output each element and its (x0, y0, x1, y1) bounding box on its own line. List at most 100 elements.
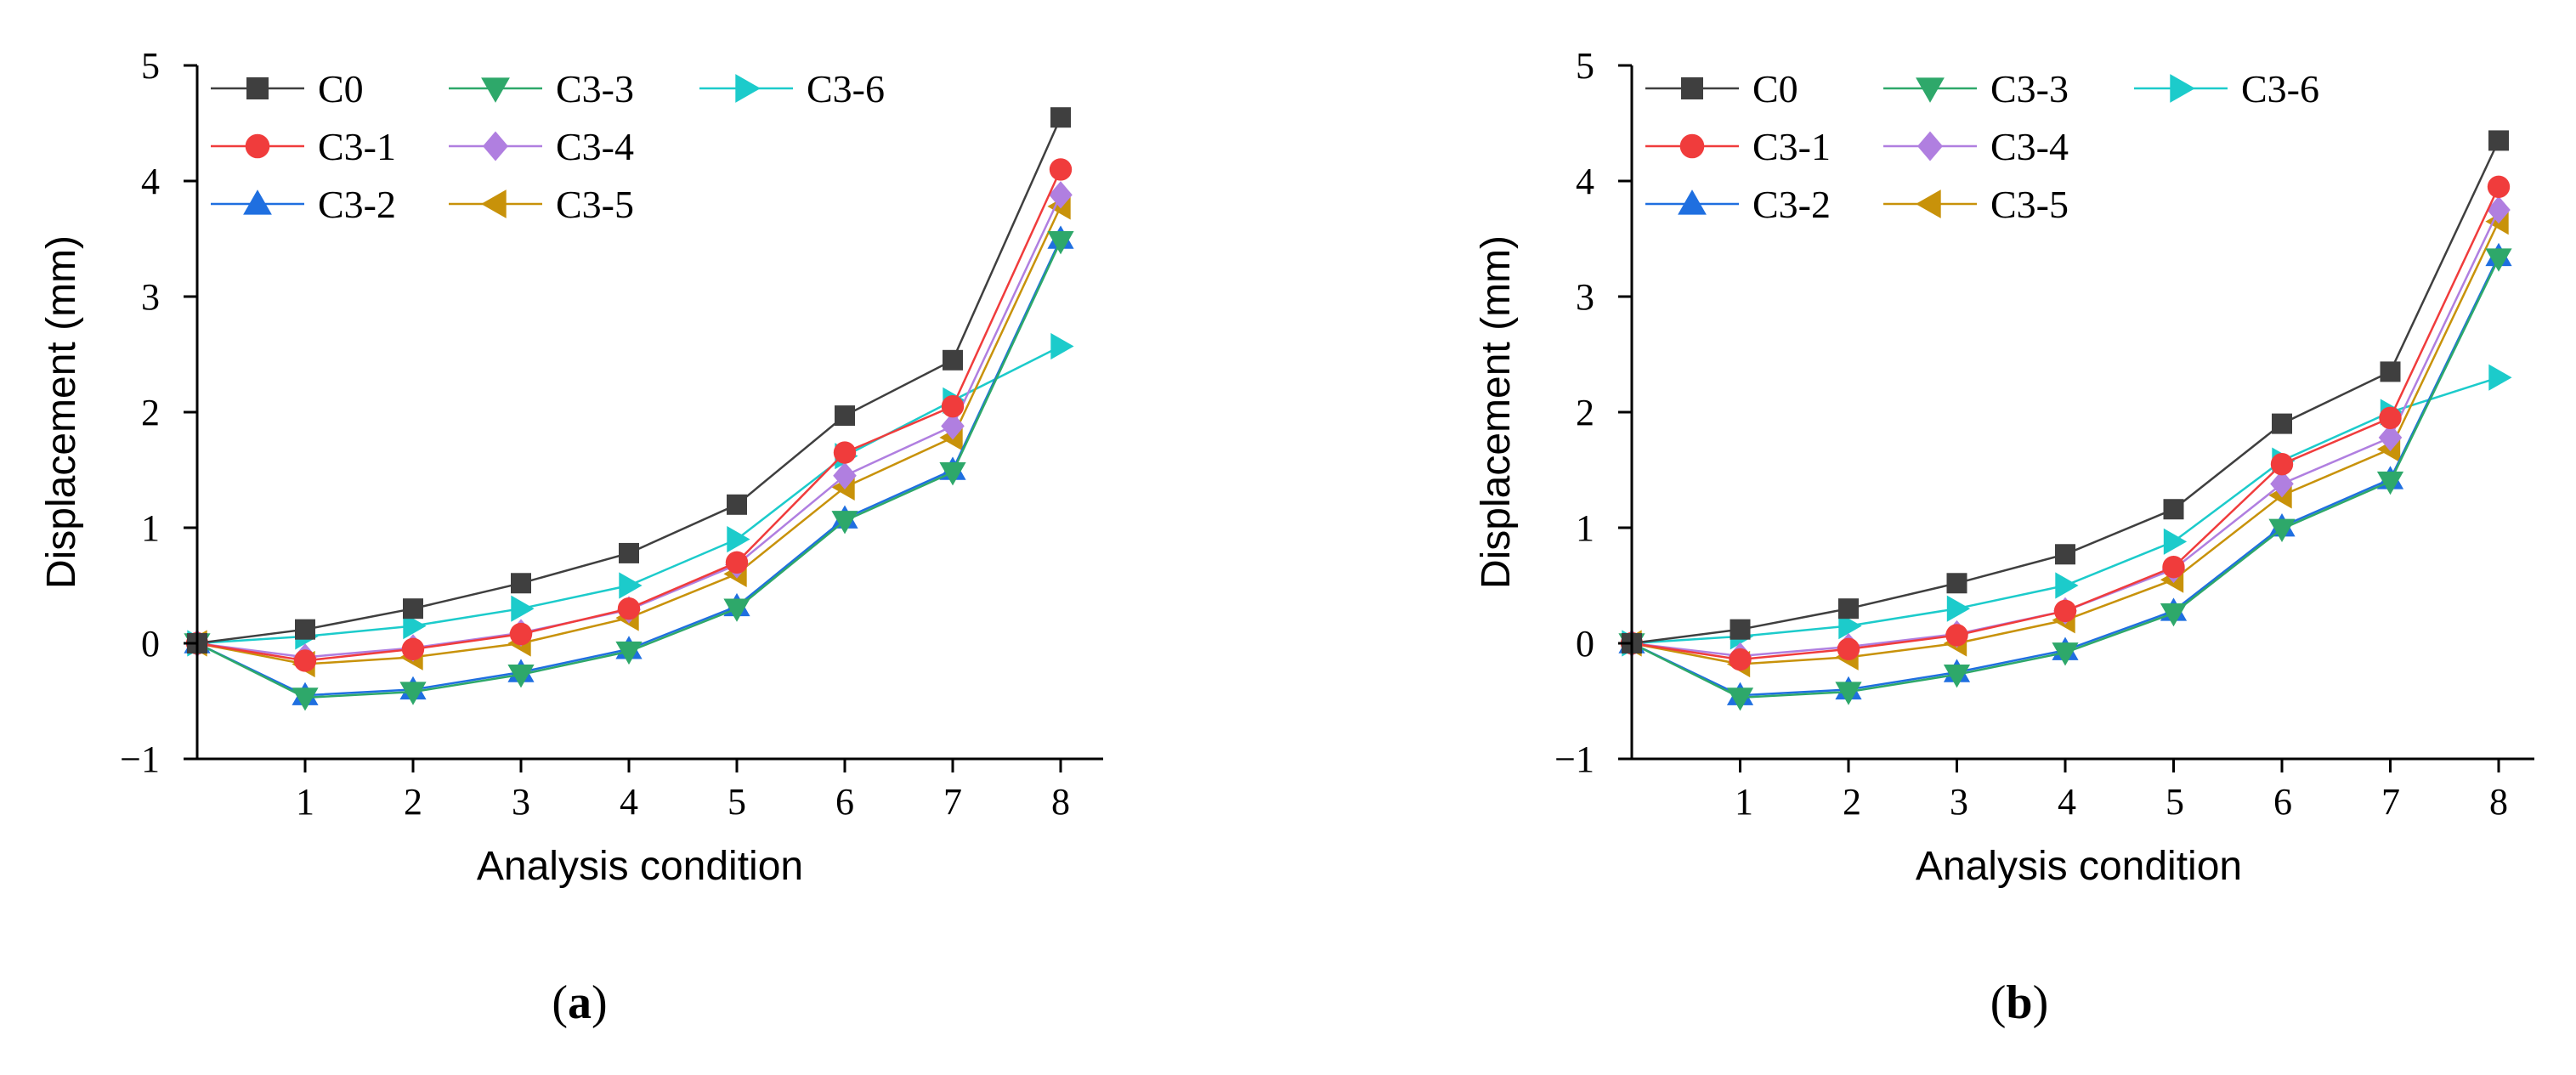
x-tick-label: 6 (2273, 781, 2292, 823)
data-point (619, 572, 643, 599)
legend-marker (1681, 77, 1703, 99)
data-point (2485, 248, 2512, 272)
legend-label: C3-1 (318, 125, 396, 168)
y-axis-title: Displacement (mm) (39, 235, 84, 589)
legend-marker (483, 131, 508, 161)
data-point (2272, 413, 2292, 434)
x-tick-label: 3 (1950, 781, 1968, 823)
x-tick-label: 4 (2058, 781, 2076, 823)
legend-marker (735, 74, 761, 103)
data-point (2378, 423, 2403, 452)
data-point (295, 619, 315, 640)
data-point (2270, 470, 2294, 498)
data-point (2379, 406, 2402, 429)
x-tick-label: 1 (1735, 781, 1753, 823)
data-point (403, 598, 423, 620)
legend-marker (1678, 190, 1707, 215)
legend-marker (1916, 77, 1945, 103)
data-point (1835, 682, 1862, 705)
y-tick-label: 4 (141, 161, 160, 202)
data-point (1945, 624, 1968, 647)
data-point (1047, 231, 1074, 255)
legend-marker (1679, 133, 1705, 159)
x-tick-label: 2 (1843, 781, 1861, 823)
data-point (401, 637, 425, 660)
data-point (939, 462, 966, 486)
data-point (831, 511, 858, 535)
data-point (943, 349, 963, 371)
data-point (2162, 556, 2185, 579)
data-point (1726, 687, 1754, 711)
data-point (727, 494, 747, 515)
y-tick-labels: −1 0 1 2 3 4 5 (1554, 45, 1594, 780)
data-point (2488, 364, 2512, 391)
data-point (727, 526, 750, 553)
y-tick-label: −1 (120, 738, 160, 780)
panel-label-b: (b) (1990, 976, 2048, 1029)
data-point (725, 551, 749, 574)
data-point (2376, 471, 2404, 495)
data-point (2055, 572, 2079, 599)
data-point (1838, 613, 1862, 640)
data-point (511, 595, 535, 622)
series-C3-3 (184, 231, 1074, 711)
legend-label: C3-2 (318, 183, 396, 226)
legend-label: C3-3 (556, 67, 634, 110)
y-tick-label: 5 (141, 45, 160, 87)
data-point (403, 613, 427, 640)
x-tick-label: 4 (620, 781, 638, 823)
y-axis-title: Displacement (mm) (1474, 235, 1519, 589)
axis-ticks (184, 64, 1062, 772)
x-tick-label: 8 (1051, 781, 1070, 823)
y-tick-label: 1 (1576, 507, 1594, 549)
data-point (723, 598, 750, 622)
legend-marker (2170, 74, 2195, 103)
data-point (2487, 175, 2511, 198)
legend-item-C0: C0 (1645, 67, 1798, 110)
x-tick-label: 1 (296, 781, 314, 823)
data-point (2053, 599, 2077, 623)
data-point (1049, 158, 1073, 181)
legend-label: C3-4 (556, 125, 634, 168)
legend-marker (1917, 131, 1943, 161)
panel-letter: b (2006, 976, 2032, 1029)
legend-item-C3-1: C3-1 (1645, 125, 1831, 168)
data-point (1946, 595, 1971, 622)
series-C3-3 (1618, 248, 2512, 711)
series-C3-1 (185, 158, 1073, 672)
series-C0 (1622, 130, 2509, 653)
legend-label: C0 (1752, 67, 1798, 110)
series-layer (1618, 130, 2512, 711)
panel-label-a: (a) (552, 976, 607, 1029)
legend-marker (243, 190, 272, 215)
legend-label: C3-5 (1990, 183, 2069, 226)
legend-item-C3-6: C3-6 (2134, 67, 2319, 110)
legend-item-C3-1: C3-1 (211, 125, 396, 168)
data-point (615, 641, 643, 665)
data-point (835, 405, 855, 427)
legend-item-C3-3: C3-3 (449, 67, 634, 110)
data-point (509, 622, 533, 646)
data-point (2052, 642, 2079, 666)
y-tick-label: 1 (141, 507, 160, 549)
data-point (1946, 573, 1967, 594)
panel-letter: a (568, 976, 592, 1029)
y-tick-label: 3 (1576, 276, 1594, 318)
y-tick-label: 2 (141, 392, 160, 433)
x-tick-label: 8 (2489, 781, 2508, 823)
legend-marker (481, 190, 507, 218)
data-point (941, 412, 965, 440)
series-line (196, 240, 1062, 699)
x-tick-label: 7 (2381, 781, 2400, 823)
data-point (292, 687, 319, 711)
data-point (2055, 544, 2075, 565)
y-tick-label: 2 (1576, 392, 1594, 433)
legend-marker (246, 77, 269, 99)
legend-label: C3-6 (2241, 67, 2319, 110)
y-tick-label: 0 (141, 623, 160, 665)
y-tick-label: 5 (1576, 45, 1594, 87)
data-point (619, 542, 639, 563)
data-point (1050, 107, 1071, 128)
legend-label: C3-2 (1752, 183, 1831, 226)
data-point (1837, 637, 1860, 660)
